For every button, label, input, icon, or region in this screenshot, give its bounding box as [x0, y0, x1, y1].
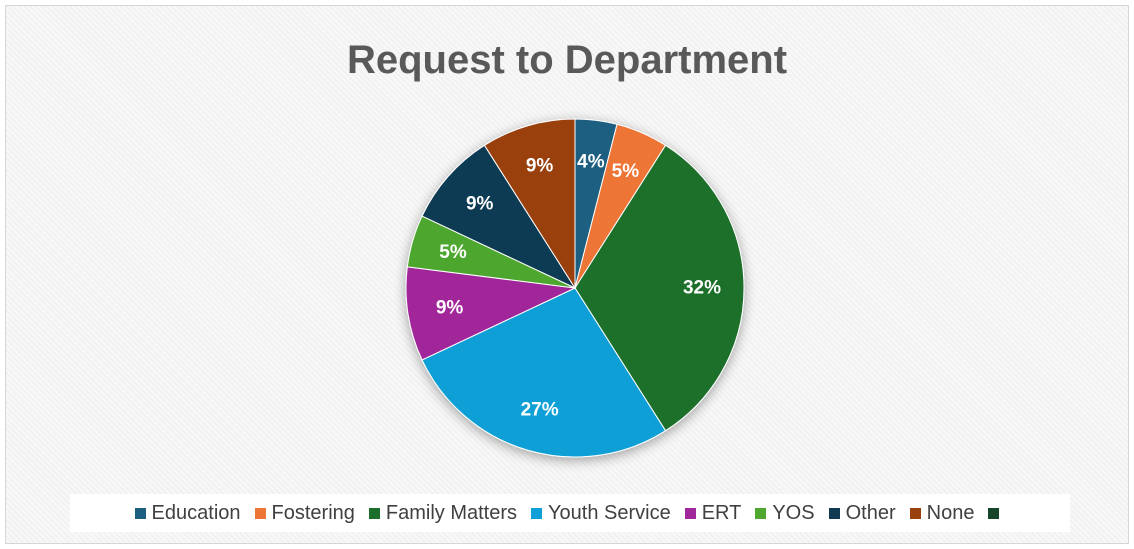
- legend-swatch: [909, 507, 921, 519]
- legend-label: Other: [845, 502, 896, 524]
- pie-slice-none: [483, 118, 576, 290]
- data-label-youth-service: 27%: [521, 400, 559, 421]
- legend-item-youth-service: Youth Service: [531, 501, 671, 525]
- pie-slice-ert: [405, 266, 577, 361]
- legend-label: Youth Service: [548, 502, 671, 524]
- legend-label: Fostering: [271, 502, 355, 524]
- data-label-family-matters: 32%: [683, 278, 721, 299]
- data-label-yos: 5%: [439, 242, 467, 263]
- legend-swatch: [531, 507, 543, 519]
- legend-band: Education Fostering Family Matters Youth Se…: [70, 494, 1070, 532]
- legend-label: ERT: [701, 502, 742, 524]
- legend-swatch: [828, 507, 840, 519]
- pie-slice-family-matters: [574, 144, 745, 432]
- legend-label: None: [926, 502, 975, 524]
- data-label-ert: 9%: [436, 297, 464, 318]
- data-label-education: 4%: [577, 152, 605, 173]
- pie-chart: 4% 5% 32% 27% 9% 5% 9% 9%: [405, 118, 745, 458]
- legend-item-none: None: [909, 501, 975, 525]
- legend-item-ert: ERT: [684, 501, 742, 525]
- legend-swatch: [368, 507, 380, 519]
- legend-swatch: [134, 507, 146, 519]
- pie-slice-youth-service: [421, 287, 667, 458]
- legend-swatch: [755, 507, 767, 519]
- chart-title: Request to Department: [346, 38, 788, 82]
- legend-item-unlabeled-8: [988, 507, 1005, 519]
- data-label-fostering: 5%: [612, 161, 640, 182]
- legend-label: YOS: [772, 502, 815, 524]
- legend-item-family-matters: Family Matters: [368, 501, 518, 525]
- legend-label: Education: [151, 502, 241, 524]
- data-label-none: 9%: [526, 156, 554, 177]
- legend-swatch: [988, 507, 1000, 519]
- pie-slice-other: [421, 144, 577, 290]
- legend-swatch: [254, 507, 266, 519]
- data-label-other: 9%: [466, 194, 494, 215]
- chart-frame: Request to Department 4% 5% 32% 27% 9% 5% 9% 9%…: [5, 5, 1129, 544]
- legend-label: Family Matters: [385, 502, 518, 524]
- pie-data-labels: 4% 5% 32% 27% 9% 5% 9% 9%: [436, 152, 721, 421]
- pie-slices: [405, 118, 745, 458]
- legend-item-fostering: Fostering: [254, 501, 355, 525]
- legend-item-yos: YOS: [755, 501, 815, 525]
- legend-item-education: Education: [134, 501, 241, 525]
- legend-item-other: Other: [828, 501, 896, 525]
- chart-legend: Education Fostering Family Matters Youth Se…: [70, 494, 1070, 532]
- legend-swatch: [684, 507, 696, 519]
